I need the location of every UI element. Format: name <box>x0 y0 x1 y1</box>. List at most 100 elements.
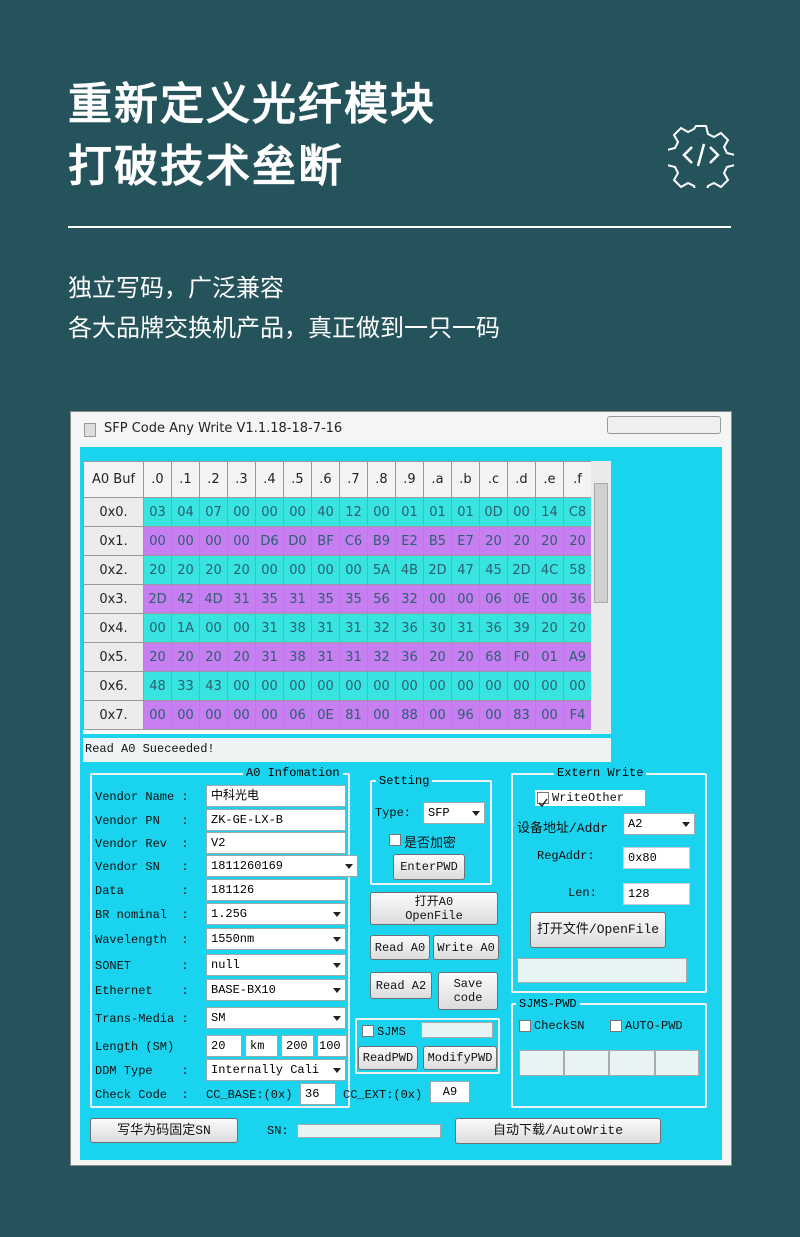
file-path-input[interactable] <box>517 958 687 983</box>
hex-cell[interactable]: 56 <box>367 584 396 614</box>
hex-cell[interactable]: 00 <box>535 671 564 701</box>
hex-cell[interactable]: 00 <box>171 700 200 730</box>
hex-cell[interactable]: F4 <box>563 700 592 730</box>
hex-cell[interactable]: 30 <box>423 613 452 643</box>
len-value[interactable]: 128 <box>623 883 690 905</box>
hex-cell[interactable]: 00 <box>395 671 424 701</box>
hex-cell[interactable]: 20 <box>535 613 564 643</box>
hex-cell[interactable]: 00 <box>283 555 312 585</box>
hex-cell[interactable]: D0 <box>283 526 312 556</box>
hex-cell[interactable]: 01 <box>535 642 564 672</box>
hex-cell[interactable]: D6 <box>255 526 284 556</box>
hex-cell[interactable]: 32 <box>367 613 396 643</box>
hex-cell[interactable]: 00 <box>535 584 564 614</box>
hex-cell[interactable]: 2D <box>143 584 172 614</box>
hex-cell[interactable]: A9 <box>563 642 592 672</box>
hex-cell[interactable]: 58 <box>563 555 592 585</box>
read-pwd-button[interactable]: ReadPWD <box>358 1046 418 1070</box>
hex-cell[interactable]: 00 <box>227 497 256 527</box>
field-select[interactable]: SM <box>206 1007 346 1029</box>
addr-select[interactable]: A2 <box>623 813 695 835</box>
hex-cell[interactable]: 36 <box>395 613 424 643</box>
hex-cell[interactable]: 01 <box>395 497 424 527</box>
hex-cell[interactable]: C8 <box>563 497 592 527</box>
hex-cell[interactable]: 00 <box>423 584 452 614</box>
field-input[interactable]: V2 <box>206 832 346 854</box>
hex-cell[interactable]: 4D <box>199 584 228 614</box>
sn-input[interactable] <box>297 1124 441 1138</box>
hex-cell[interactable]: 14 <box>535 497 564 527</box>
read-a2-button[interactable]: Read A2 <box>370 972 432 999</box>
hex-cell[interactable]: 00 <box>367 497 396 527</box>
hex-cell[interactable]: 01 <box>451 497 480 527</box>
hex-cell[interactable]: 36 <box>563 584 592 614</box>
hex-cell[interactable]: 06 <box>283 700 312 730</box>
hex-cell[interactable]: 33 <box>171 671 200 701</box>
hex-cell[interactable]: 20 <box>227 555 256 585</box>
hex-cell[interactable]: 20 <box>199 555 228 585</box>
hex-cell[interactable]: F0 <box>507 642 536 672</box>
ddm-select[interactable]: Internally Cali <box>206 1059 346 1081</box>
hex-cell[interactable]: 36 <box>479 613 508 643</box>
hex-cell[interactable]: 38 <box>283 642 312 672</box>
field-select[interactable]: 1811260169 <box>206 855 358 877</box>
hex-cell[interactable]: 20 <box>143 555 172 585</box>
checkbox-checked[interactable] <box>537 792 549 808</box>
hex-cell[interactable]: 20 <box>507 526 536 556</box>
hex-cell[interactable]: 45 <box>479 555 508 585</box>
checkbox[interactable] <box>610 1020 622 1032</box>
hex-cell[interactable]: 00 <box>227 671 256 701</box>
hex-cell[interactable]: 00 <box>227 526 256 556</box>
hex-cell[interactable]: 00 <box>339 671 368 701</box>
field-input[interactable]: 181126 <box>206 879 346 901</box>
hex-cell[interactable]: 20 <box>479 526 508 556</box>
hex-cell[interactable]: 20 <box>563 526 592 556</box>
hex-cell[interactable]: 00 <box>339 555 368 585</box>
hex-cell[interactable]: 0E <box>311 700 340 730</box>
hex-cell[interactable]: 12 <box>339 497 368 527</box>
hex-cell[interactable]: 00 <box>423 671 452 701</box>
hex-cell[interactable]: 03 <box>143 497 172 527</box>
hex-cell[interactable]: 00 <box>367 700 396 730</box>
field-select[interactable]: null <box>206 954 346 976</box>
hex-cell[interactable]: 31 <box>227 584 256 614</box>
hex-cell[interactable]: 01 <box>423 497 452 527</box>
length-value[interactable]: 20 <box>206 1035 242 1057</box>
hex-cell[interactable]: 40 <box>311 497 340 527</box>
scroll-thumb[interactable] <box>594 483 608 603</box>
hex-cell[interactable]: 00 <box>507 671 536 701</box>
hex-cell[interactable]: 20 <box>171 642 200 672</box>
length-unit[interactable]: km <box>245 1035 278 1057</box>
enter-pwd-button[interactable]: EnterPWD <box>393 854 465 880</box>
hex-cell[interactable]: 00 <box>255 555 284 585</box>
checkbox[interactable] <box>362 1025 374 1037</box>
hex-cell[interactable]: 48 <box>143 671 172 701</box>
hex-cell[interactable]: 20 <box>143 642 172 672</box>
hex-cell[interactable]: 31 <box>255 642 284 672</box>
write-a0-button[interactable]: Write A0 <box>433 935 499 960</box>
field-select[interactable]: 1550nm <box>206 928 346 950</box>
type-select[interactable]: SFP <box>423 802 485 824</box>
hex-cell[interactable]: 00 <box>255 671 284 701</box>
hex-cell[interactable]: 35 <box>311 584 340 614</box>
hex-cell[interactable]: 00 <box>227 700 256 730</box>
hex-cell[interactable]: 5A <box>367 555 396 585</box>
hex-cell[interactable]: 00 <box>311 671 340 701</box>
hex-cell[interactable]: 00 <box>199 613 228 643</box>
hex-cell[interactable]: 00 <box>535 700 564 730</box>
hex-cell[interactable]: 00 <box>283 671 312 701</box>
hex-cell[interactable]: 36 <box>395 642 424 672</box>
hex-cell[interactable]: 32 <box>395 584 424 614</box>
hex-cell[interactable]: 88 <box>395 700 424 730</box>
hex-cell[interactable]: 81 <box>339 700 368 730</box>
read-a0-button[interactable]: Read A0 <box>370 935 430 960</box>
hex-cell[interactable]: 00 <box>479 700 508 730</box>
sjms-input[interactable] <box>421 1022 493 1038</box>
hex-cell[interactable]: 0E <box>507 584 536 614</box>
hex-cell[interactable]: 07 <box>199 497 228 527</box>
hex-cell[interactable]: 20 <box>227 642 256 672</box>
hex-cell[interactable]: 4C <box>535 555 564 585</box>
huawei-sn-button[interactable]: 写华为码固定SN <box>90 1118 238 1143</box>
hex-cell[interactable]: 00 <box>451 671 480 701</box>
hex-cell[interactable]: 47 <box>451 555 480 585</box>
